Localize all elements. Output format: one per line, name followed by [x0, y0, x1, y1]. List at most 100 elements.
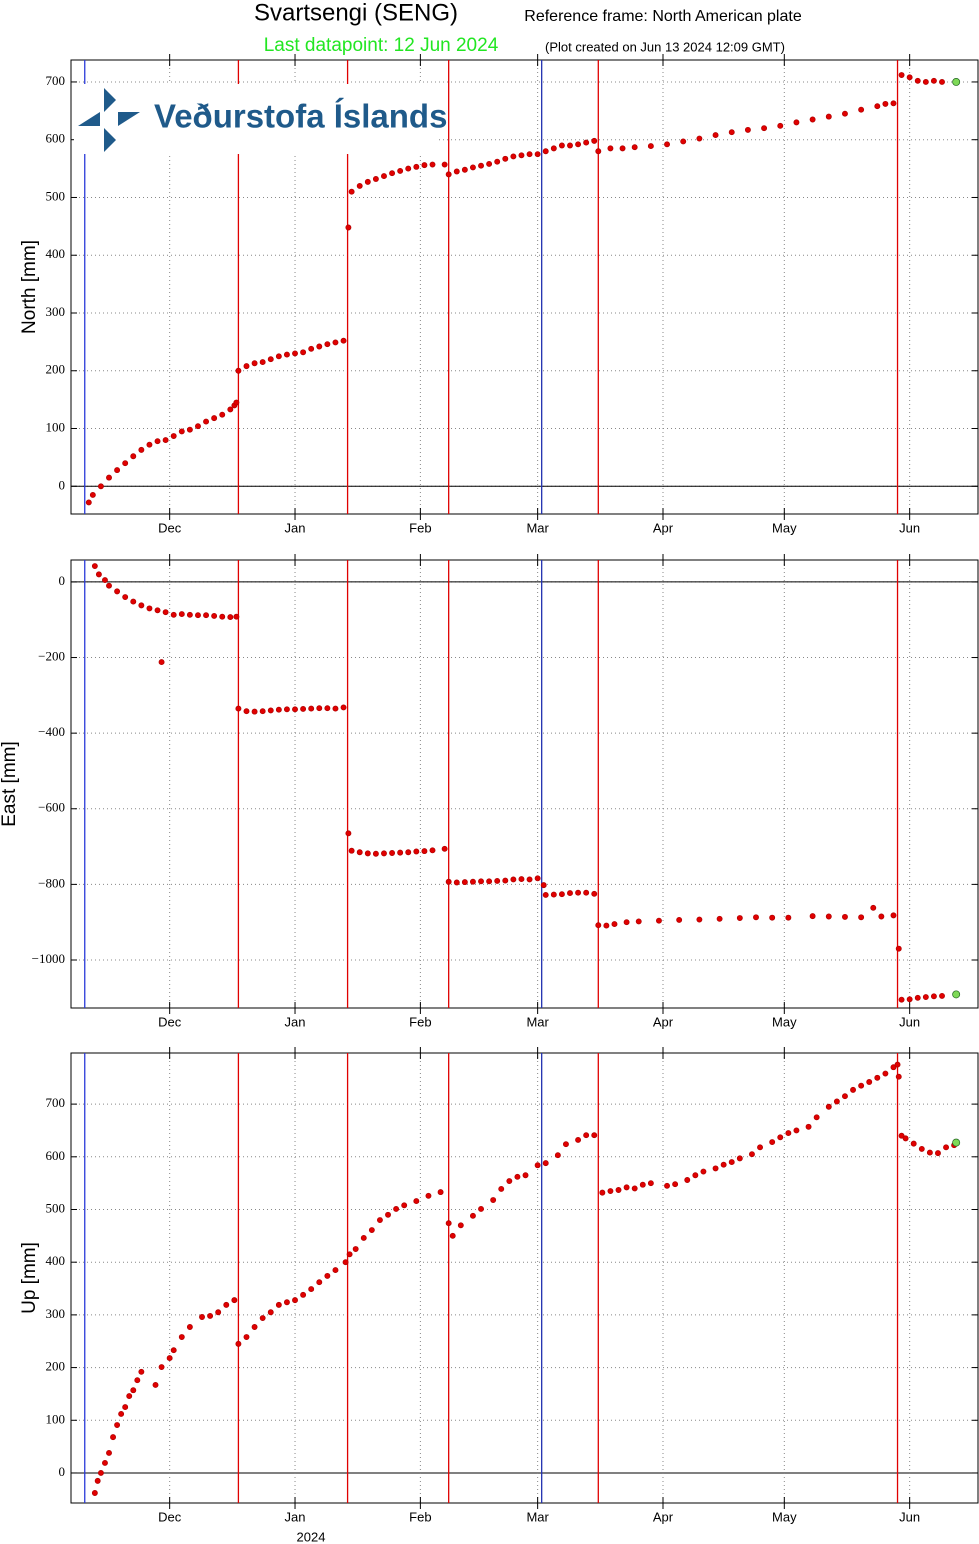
- point: [906, 996, 913, 1003]
- point: [506, 1178, 513, 1184]
- y-tick-label: 700: [46, 1095, 66, 1110]
- point: [138, 446, 145, 453]
- y-tick-label: 600: [46, 1148, 66, 1163]
- point: [186, 611, 193, 618]
- point: [162, 437, 169, 444]
- point: [902, 1135, 909, 1142]
- point: [91, 1490, 98, 1496]
- point: [562, 1141, 569, 1148]
- point: [102, 1460, 108, 1466]
- x-tick-label: May: [772, 1014, 797, 1029]
- point: [720, 1161, 727, 1168]
- point: [364, 178, 371, 185]
- y-tick-label: 600: [46, 131, 66, 146]
- point: [623, 919, 630, 926]
- y-tick-label: 500: [46, 1200, 66, 1215]
- point: [376, 1217, 383, 1223]
- point: [114, 1422, 121, 1428]
- point: [203, 418, 210, 425]
- point: [445, 878, 452, 885]
- point: [809, 913, 816, 920]
- point: [429, 161, 436, 168]
- point: [441, 845, 448, 852]
- point: [381, 173, 387, 180]
- point: [178, 428, 185, 435]
- point: [494, 158, 501, 165]
- point: [170, 611, 177, 618]
- point: [510, 153, 517, 160]
- y-tick-label: −400: [38, 724, 65, 739]
- point: [413, 163, 420, 170]
- chart-title: Svartsengi (SENG): [254, 0, 458, 26]
- point: [300, 1291, 307, 1298]
- x-tick-label: Apr: [653, 1014, 674, 1029]
- x-tick-label: Jun: [899, 1014, 920, 1029]
- point: [518, 152, 525, 159]
- point: [275, 353, 282, 360]
- logo-background: [74, 84, 436, 154]
- point: [170, 433, 177, 439]
- point: [813, 1114, 820, 1121]
- point: [469, 878, 476, 885]
- y-tick-label: −800: [38, 875, 65, 890]
- point: [769, 914, 776, 921]
- point: [211, 415, 218, 422]
- point: [356, 849, 363, 856]
- point: [158, 1364, 165, 1371]
- point: [251, 1324, 258, 1330]
- point: [345, 224, 352, 231]
- y-axis-label: North [mm]: [19, 240, 40, 334]
- x-tick-label: Feb: [409, 1014, 431, 1029]
- point: [882, 1070, 889, 1077]
- point: [401, 1202, 408, 1209]
- point: [393, 1206, 400, 1212]
- point: [542, 892, 549, 898]
- point: [122, 1404, 129, 1411]
- y-axis-label: East [mm]: [0, 741, 20, 827]
- point: [486, 878, 493, 885]
- point: [243, 708, 250, 715]
- point: [162, 609, 169, 616]
- point: [389, 170, 396, 177]
- point: [445, 171, 452, 178]
- point: [130, 598, 137, 605]
- point: [761, 125, 768, 132]
- point: [518, 876, 525, 883]
- point: [300, 706, 307, 712]
- point: [352, 1246, 359, 1252]
- point: [97, 483, 104, 490]
- y-tick-label: −1000: [32, 951, 65, 966]
- x-tick-label: Mar: [526, 1509, 549, 1524]
- point: [453, 168, 460, 175]
- point: [340, 704, 347, 711]
- point: [575, 1136, 582, 1143]
- point: [207, 1312, 214, 1319]
- point: [316, 705, 323, 712]
- point: [554, 1152, 561, 1159]
- x-tick-label: Apr: [653, 1509, 674, 1524]
- point: [866, 1079, 873, 1085]
- point: [635, 918, 642, 925]
- point: [712, 132, 719, 139]
- plot-created-note: (Plot created on Jun 13 2024 12:09 GMT): [545, 39, 785, 54]
- point: [178, 1334, 185, 1340]
- point: [342, 1259, 349, 1266]
- x-tick-label: Apr: [653, 520, 674, 535]
- point: [413, 1198, 420, 1205]
- y-tick-label: 100: [46, 1411, 66, 1426]
- point: [227, 614, 234, 621]
- point: [425, 1192, 432, 1199]
- point: [397, 167, 404, 174]
- point: [332, 339, 339, 346]
- point: [672, 1181, 679, 1188]
- point: [397, 849, 404, 856]
- point: [728, 129, 735, 136]
- point: [607, 1188, 614, 1195]
- point: [441, 161, 448, 168]
- point: [842, 110, 848, 117]
- y-tick-label: 0: [59, 477, 66, 492]
- point: [215, 1309, 222, 1316]
- point: [437, 1189, 444, 1196]
- point: [267, 1309, 274, 1316]
- point: [372, 176, 379, 182]
